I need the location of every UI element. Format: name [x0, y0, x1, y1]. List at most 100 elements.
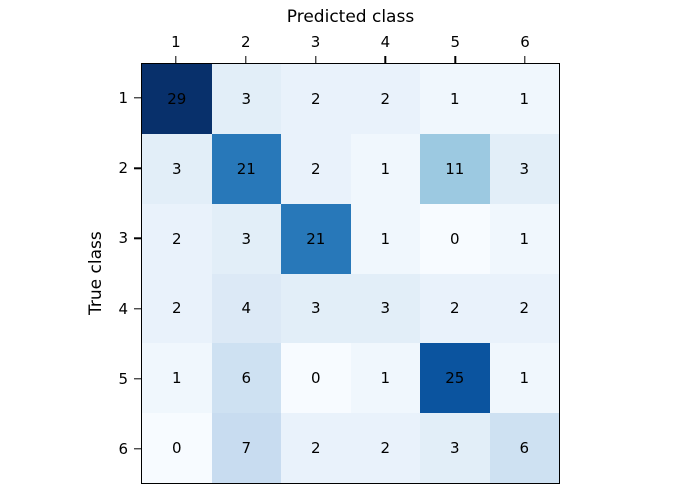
x-tick-label: 6 [520, 33, 530, 51]
heatmap-cell: 2 [281, 64, 351, 134]
heatmap-cell: 6 [211, 343, 281, 414]
heatmap-cell-value: 1 [519, 229, 530, 248]
heatmap-cell-value: 1 [449, 89, 460, 108]
heatmap-cell: 3 [281, 273, 351, 344]
heatmap-cell-value: 2 [380, 439, 391, 458]
x-tick-label: 2 [240, 33, 251, 51]
y-tick-label: 2 [118, 159, 128, 178]
heatmap-cell: 6 [489, 413, 559, 483]
heatmap-cell: 2 [142, 203, 212, 274]
x-tick-mark [314, 56, 317, 63]
x-tick-mark [384, 56, 387, 63]
y-tick-label: 4 [118, 299, 128, 318]
heatmap-cell-value: 6 [519, 439, 530, 458]
heatmap-cell: 3 [142, 133, 212, 204]
heatmap-cell-value: 11 [445, 159, 465, 178]
heatmap-cell: 3 [420, 413, 490, 483]
heatmap-cell-value: 2 [380, 89, 391, 108]
heatmap-cell-value: 2 [310, 89, 321, 108]
heatmap-cell-value: 3 [310, 299, 321, 318]
x-tick-label: 5 [450, 33, 460, 51]
heatmap-cell-value: 0 [171, 439, 182, 458]
heatmap-cell-value: 0 [449, 229, 460, 248]
heatmap-cell-value: 25 [445, 369, 465, 388]
heatmap-cell: 3 [350, 273, 420, 344]
heatmap-cell: 2 [142, 273, 212, 344]
x-tick-mark [175, 56, 177, 63]
heatmap-cell-value: 2 [519, 299, 530, 318]
heatmap-cell-value: 2 [171, 299, 182, 318]
heatmap-cell-value: 3 [241, 89, 252, 108]
heatmap-cell: 25 [420, 343, 490, 414]
heatmap-cell-value: 21 [236, 159, 256, 178]
heatmap-cell: 1 [350, 343, 420, 414]
y-tick-label: 3 [118, 229, 128, 248]
heatmap-cell-value: 2 [310, 439, 321, 458]
x-axis-label: Predicted class [286, 7, 415, 27]
x-tick-mark [245, 56, 247, 63]
heatmap-cell: 1 [420, 64, 490, 134]
x-tick-mark [524, 56, 526, 63]
y-tick-mark [134, 307, 141, 310]
heatmap-cell-value: 2 [449, 299, 460, 318]
x-tick-label: 3 [310, 33, 321, 51]
x-tick-label: 4 [380, 33, 391, 51]
y-tick-mark [134, 97, 141, 99]
heatmap-cell: 21 [211, 133, 281, 204]
heatmap-cell: 11 [420, 133, 490, 204]
heatmap-cell-value: 3 [519, 159, 530, 178]
heatmap-cell: 7 [211, 413, 281, 483]
heatmap-cell-value: 2 [310, 159, 321, 178]
heatmap-grid: 29 3 2 2 1 1 3 21 2 1 11 3 2 3 21 1 0 1 2 4 3 3 2 2 1 6 0 1 25 1 0 7 2 2 3… [142, 64, 559, 483]
x-tick-mark [454, 56, 456, 63]
heatmap-cell-value: 1 [519, 89, 530, 108]
x-tick-labels: 1 2 3 4 5 6 [141, 32, 560, 53]
heatmap-cell: 2 [350, 413, 420, 483]
heatmap-cell-value: 0 [310, 369, 321, 388]
heatmap-cell-value: 1 [171, 369, 182, 388]
heatmap-cell-value: 3 [241, 229, 252, 248]
heatmap-cell: 1 [350, 133, 420, 204]
heatmap-cell-value: 1 [380, 229, 391, 248]
heatmap-cell-value: 3 [380, 299, 391, 318]
y-tick-marks [134, 63, 141, 484]
heatmap-cell: 2 [350, 64, 420, 134]
heatmap-cell: 29 [142, 64, 212, 134]
y-tick-label: 6 [118, 439, 128, 458]
heatmap-cell: 0 [420, 203, 490, 274]
heatmap-cell: 2 [420, 273, 490, 344]
y-tick-mark [134, 237, 141, 240]
heatmap-cell-value: 21 [306, 229, 326, 248]
heatmap-cell-value: 3 [449, 439, 460, 458]
heatmap-cell: 1 [489, 343, 559, 414]
heatmap-cell: 0 [142, 413, 212, 483]
heatmap-cell-value: 7 [241, 439, 252, 458]
heatmap-cell-value: 1 [519, 369, 530, 388]
y-tick-labels: 1 2 3 4 5 6 [94, 63, 128, 484]
heatmap-cell: 1 [489, 64, 559, 134]
heatmap-cell-value: 6 [241, 369, 252, 388]
y-tick-mark [134, 448, 141, 450]
heatmap-cell-value: 1 [380, 369, 391, 388]
heatmap-cell: 2 [281, 133, 351, 204]
heatmap-cell: 4 [211, 273, 281, 344]
heatmap-cell: 1 [142, 343, 212, 414]
x-tick-label: 1 [171, 33, 181, 51]
heatmap-cell: 3 [211, 203, 281, 274]
heatmap-cell-value: 2 [171, 229, 182, 248]
heatmap-axes: 29 3 2 2 1 1 3 21 2 1 11 3 2 3 21 1 0 1 2 4 3 3 2 2 1 6 0 1 25 1 0 7 2 2 3… [141, 63, 560, 484]
y-tick-mark [134, 167, 141, 169]
x-tick-marks [141, 56, 560, 63]
y-tick-label: 5 [118, 369, 128, 388]
heatmap-cell-value: 1 [380, 159, 391, 178]
heatmap-cell: 21 [281, 203, 351, 274]
heatmap-cell: 1 [350, 203, 420, 274]
heatmap-cell: 3 [211, 64, 281, 134]
heatmap-cell: 0 [281, 343, 351, 414]
heatmap-cell-value: 29 [167, 89, 187, 108]
heatmap-cell-value: 3 [171, 159, 182, 178]
heatmap-cell: 1 [489, 203, 559, 274]
heatmap-cell-value: 4 [241, 299, 252, 318]
heatmap-cell: 2 [489, 273, 559, 344]
